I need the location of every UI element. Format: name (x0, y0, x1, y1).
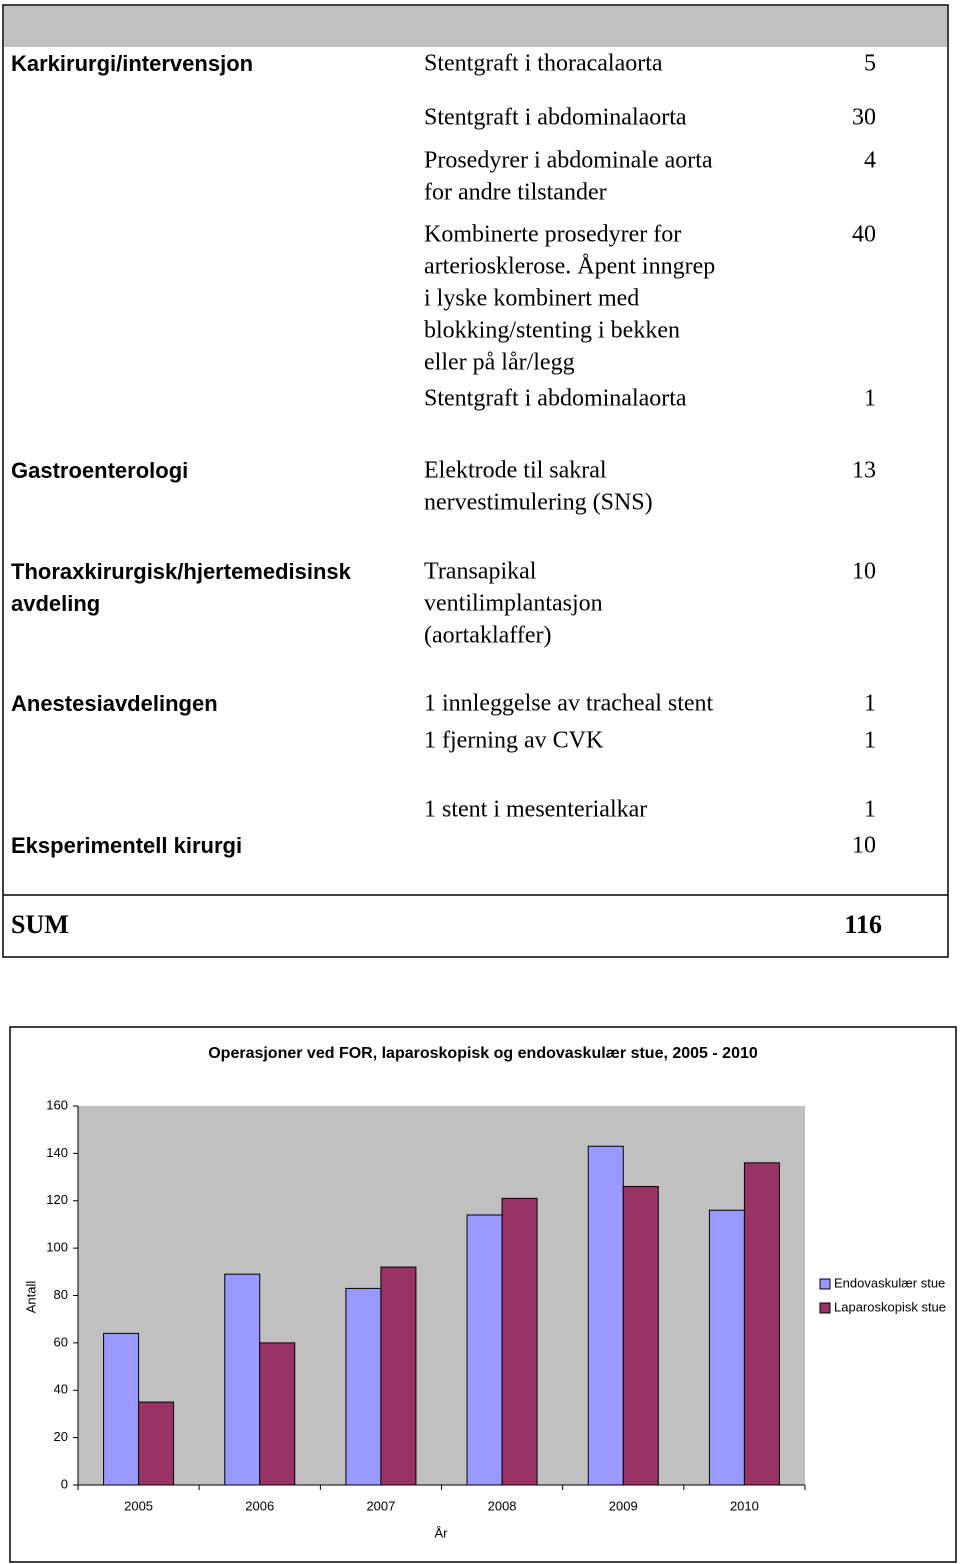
procedure: eller på lår/legg (424, 350, 575, 376)
y-tick-label: 120 (46, 1192, 68, 1207)
x-axis-label: År (435, 1525, 449, 1540)
procedure: 1 stent i mesenterialkar (424, 797, 647, 823)
bar (622, 1186, 659, 1486)
bar (380, 1266, 417, 1486)
sum-count: 116 (844, 910, 882, 939)
bar (743, 1162, 780, 1486)
x-tick-label: 2006 (245, 1498, 274, 1513)
count: 5 (864, 51, 876, 77)
x-tick-label: 2007 (366, 1498, 395, 1513)
bar (103, 1332, 140, 1486)
count: 13 (852, 458, 876, 484)
plot-area (78, 1106, 805, 1485)
table-border (2, 4, 949, 958)
y-tick-label: 100 (46, 1240, 68, 1255)
procedure: ventilimplantasjon (424, 591, 603, 617)
procedure: arteriosklerose. Åpent inngrep (424, 254, 715, 280)
procedure: Prosedyrer i abdominale aorta (424, 148, 713, 174)
legend-label: Laparoskopisk stue (834, 1299, 946, 1314)
x-tick-label: 2005 (124, 1498, 153, 1513)
x-tick-label: 2008 (488, 1498, 517, 1513)
legend-swatch (819, 1278, 831, 1290)
y-tick-label: 20 (54, 1429, 68, 1444)
bar (345, 1287, 382, 1486)
procedure: Stentgraft i thoracalaorta (424, 51, 663, 77)
sum-label: SUM (11, 910, 69, 939)
legend-label: Endovaskulær stue (834, 1275, 945, 1290)
y-tick-label: 80 (54, 1287, 68, 1302)
x-tick-label: 2010 (730, 1498, 759, 1513)
department: Eksperimentell kirurgi (11, 833, 242, 858)
department: Karkirurgi/intervensjon (11, 51, 253, 76)
procedure: Kombinerte prosedyrer for (424, 222, 681, 248)
table-header (4, 6, 947, 47)
y-tick-label: 40 (54, 1382, 68, 1397)
procedure: 1 fjerning av CVK (424, 728, 604, 754)
count: 1 (864, 691, 876, 717)
department: Anestesiavdelingen (11, 691, 218, 716)
procedure: i lyske kombinert med (424, 286, 639, 312)
procedure: Elektrode til sakral (424, 458, 607, 484)
count: 40 (852, 222, 876, 248)
bar (466, 1214, 503, 1486)
chart-title: Operasjoner ved FOR, laparoskopisk og en… (208, 1045, 758, 1062)
procedure: Transapikal (424, 559, 537, 585)
count: 1 (864, 728, 876, 754)
x-tick-label: 2009 (609, 1498, 638, 1513)
procedure: 1 innleggelse av tracheal stent (424, 691, 714, 717)
count: 10 (852, 833, 876, 859)
department: Gastroenterologi (11, 458, 188, 483)
bar (259, 1342, 296, 1486)
y-tick-label: 60 (54, 1334, 68, 1349)
bar (587, 1145, 624, 1486)
procedure: for andre tilstander (424, 180, 607, 206)
department: avdeling (11, 591, 100, 616)
count: 10 (852, 559, 876, 585)
count: 1 (864, 797, 876, 823)
count: 1 (864, 386, 876, 412)
bar (138, 1401, 175, 1486)
procedure: blokking/stenting i bekken (424, 318, 680, 344)
procedure: nervestimulering (SNS) (424, 490, 653, 516)
procedure: Stentgraft i abdominalaorta (424, 105, 687, 131)
count: 4 (864, 148, 876, 174)
department: Thoraxkirurgisk/hjertemedisinsk (11, 559, 352, 584)
bar (501, 1197, 538, 1486)
y-tick-label: 140 (46, 1145, 68, 1160)
legend-swatch (819, 1302, 831, 1314)
bar (708, 1209, 745, 1486)
bar (224, 1273, 261, 1486)
y-tick-label: 160 (46, 1097, 68, 1112)
procedure: Stentgraft i abdominalaorta (424, 386, 687, 412)
procedure: (aortaklaffer) (424, 623, 551, 649)
y-tick-label: 0 (61, 1476, 68, 1491)
count: 30 (852, 105, 876, 131)
y-axis-label: Antall (23, 1281, 38, 1314)
